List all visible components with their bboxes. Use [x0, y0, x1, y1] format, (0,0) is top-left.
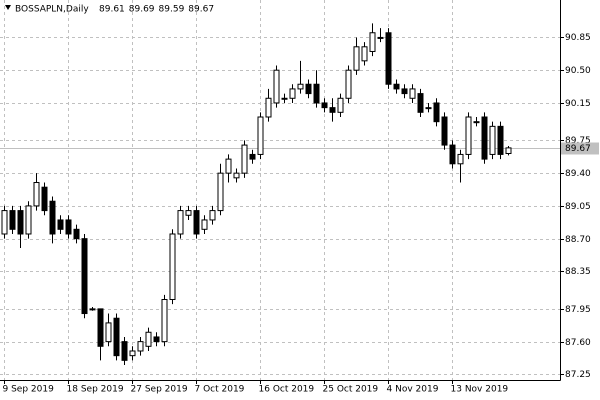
candle-body: [329, 107, 336, 113]
candle-body: [81, 238, 88, 315]
candle-body: [73, 228, 80, 240]
candle-body: [489, 125, 496, 155]
candle-body: [33, 182, 40, 207]
header-ohlc: 89.61 89.69 89.59 89.67: [99, 5, 214, 15]
candle-body: [417, 93, 424, 113]
y-tick-label: 87.95: [565, 305, 591, 315]
candle-body: [185, 210, 192, 216]
y-tick-label: 87.60: [565, 338, 591, 348]
y-tick-label: 88.35: [565, 267, 591, 277]
y-tick-label: 87.25: [565, 370, 591, 380]
candle-body: [345, 69, 352, 99]
x-tick-label: 25 Oct 2019: [323, 385, 379, 395]
candle-body: [393, 83, 400, 90]
candle-body: [441, 116, 448, 146]
candle-body: [225, 158, 232, 174]
candle-body: [297, 83, 304, 90]
candle-body: [201, 219, 208, 230]
candle-body: [57, 219, 64, 230]
candle-body: [89, 308, 96, 311]
candle-body: [257, 116, 264, 155]
current-price-box: [561, 142, 599, 155]
candle-body: [449, 144, 456, 165]
candle-body: [377, 36, 384, 39]
candle-body: [113, 317, 120, 357]
candles: [1, 23, 512, 366]
candle-body: [9, 210, 16, 230]
x-tick-label: 13 Nov 2019: [451, 385, 509, 395]
y-tick-label: 90.85: [565, 33, 591, 43]
current-price-label: 89.67: [565, 144, 591, 154]
header-value: 89.61: [99, 5, 125, 15]
candle-body: [481, 116, 488, 160]
candle-body: [401, 88, 408, 95]
candle-body: [217, 172, 224, 212]
header-value: 89.59: [159, 5, 185, 15]
x-tick-label: 18 Sep 2019: [67, 385, 124, 395]
candle-body: [353, 46, 360, 71]
y-tick-label: 90.15: [565, 99, 591, 109]
candle-body: [361, 46, 368, 62]
candle-body: [41, 186, 48, 212]
x-tick-label: 16 Oct 2019: [259, 385, 315, 395]
candle-body: [161, 299, 168, 343]
candle-body: [193, 210, 200, 235]
candle-body: [505, 147, 512, 154]
x-tick-label: 7 Oct 2019: [195, 385, 245, 395]
y-tick-label: 89.40: [565, 169, 591, 179]
candle-body: [265, 97, 272, 118]
candle-body: [249, 153, 256, 160]
candle-body: [49, 200, 56, 235]
header-value: 89.69: [129, 5, 155, 15]
candle-body: [177, 210, 184, 235]
candle-body: [497, 125, 504, 155]
candle-body: [457, 153, 464, 165]
symbol-label: BOSSAPLN,Daily: [15, 5, 89, 15]
candle-body: [473, 121, 480, 124]
candle-body: [465, 116, 472, 155]
candle-body: [105, 322, 112, 343]
collapse-arrow[interactable]: [5, 5, 11, 10]
candle-body: [145, 331, 152, 347]
candle-body: [425, 107, 432, 110]
x-tick-label: 4 Nov 2019: [387, 385, 439, 395]
candle-body: [433, 102, 440, 123]
candle-body: [313, 83, 320, 104]
candle-body: [409, 88, 416, 99]
candle-body: [337, 97, 344, 113]
candle-body: [65, 219, 72, 235]
candle-body: [305, 83, 312, 95]
candle-body: [321, 102, 328, 109]
x-tick-label: 27 Sep 2019: [131, 385, 188, 395]
candle-body: [209, 210, 216, 221]
x-tick-label: 9 Sep 2019: [3, 385, 55, 395]
candle-body: [25, 205, 32, 235]
candle-body: [17, 210, 24, 235]
y-tick-label: 89.05: [565, 202, 591, 212]
y-tick-label: 90.50: [565, 66, 591, 76]
y-tick-label: 89.75: [565, 136, 591, 146]
candle-body: [121, 341, 128, 361]
candle-body: [273, 69, 280, 104]
header-value: 89.67: [188, 5, 214, 15]
candle-body: [153, 336, 160, 343]
candle-body: [97, 308, 104, 347]
candle-body: [369, 32, 376, 52]
candle-body: [241, 144, 248, 174]
candle-body: [169, 233, 176, 301]
candle-body: [137, 341, 144, 352]
candle-body: [129, 350, 136, 357]
candle-body: [1, 210, 8, 235]
y-tick-label: 88.70: [565, 235, 591, 245]
candle-body: [281, 97, 288, 100]
candle-body: [233, 172, 240, 179]
candle-body: [385, 32, 392, 85]
candle-body: [289, 88, 296, 99]
